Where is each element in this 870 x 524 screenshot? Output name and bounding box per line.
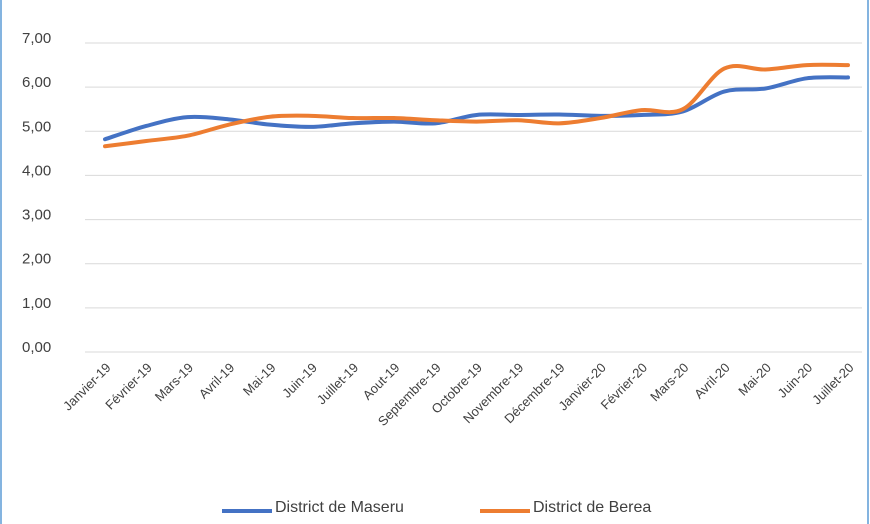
legend-label: District de Berea (533, 499, 651, 516)
x-tick-label: Avril-20 (691, 360, 733, 402)
x-tick-label: Mars-19 (152, 360, 196, 404)
x-tick-label: Mai-19 (240, 360, 279, 399)
x-tick-label: Avril-19 (196, 360, 238, 402)
y-tick-label: 7,00 (22, 30, 51, 47)
x-tick-label: Juillet-20 (809, 360, 856, 407)
x-tick-label: Mars-20 (647, 360, 691, 404)
y-tick-label: 1,00 (22, 295, 51, 312)
y-tick-label: 0,00 (22, 339, 51, 356)
y-tick-label: 2,00 (22, 251, 51, 268)
x-tick-label: Juin-20 (775, 360, 816, 401)
series-line (103, 75, 850, 142)
x-tick-label: Juillet-19 (314, 360, 361, 407)
y-tick-label: 3,00 (22, 207, 51, 224)
series-line (103, 62, 850, 149)
y-tick-label: 5,00 (22, 118, 51, 135)
y-tick-label: 6,00 (22, 74, 51, 91)
y-tick-label: 4,00 (22, 162, 51, 179)
legend-label: District de Maseru (275, 499, 404, 516)
x-tick-label: Juin-19 (279, 360, 320, 401)
x-tick-label: Mai-20 (735, 360, 774, 399)
